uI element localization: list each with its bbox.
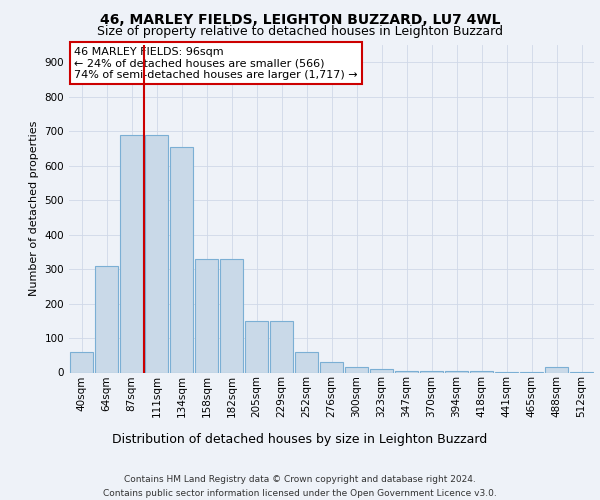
Bar: [344, 368, 368, 372]
Bar: [70, 352, 94, 372]
Bar: [395, 371, 418, 372]
Bar: [170, 146, 193, 372]
Bar: [370, 369, 394, 372]
Text: Size of property relative to detached houses in Leighton Buzzard: Size of property relative to detached ho…: [97, 25, 503, 38]
Text: Distribution of detached houses by size in Leighton Buzzard: Distribution of detached houses by size …: [112, 432, 488, 446]
Bar: [245, 321, 268, 372]
Bar: [295, 352, 319, 372]
Bar: [95, 266, 118, 372]
Text: Contains HM Land Registry data © Crown copyright and database right 2024.
Contai: Contains HM Land Registry data © Crown c…: [103, 476, 497, 498]
Bar: [419, 371, 443, 372]
Bar: [194, 258, 218, 372]
Y-axis label: Number of detached properties: Number of detached properties: [29, 121, 39, 296]
Bar: [145, 134, 169, 372]
Bar: [545, 368, 568, 372]
Bar: [220, 258, 244, 372]
Text: 46, MARLEY FIELDS, LEIGHTON BUZZARD, LU7 4WL: 46, MARLEY FIELDS, LEIGHTON BUZZARD, LU7…: [100, 12, 500, 26]
Bar: [119, 134, 143, 372]
Bar: [269, 321, 293, 372]
Bar: [320, 362, 343, 372]
Text: 46 MARLEY FIELDS: 96sqm
← 24% of detached houses are smaller (566)
74% of semi-d: 46 MARLEY FIELDS: 96sqm ← 24% of detache…: [74, 46, 358, 80]
